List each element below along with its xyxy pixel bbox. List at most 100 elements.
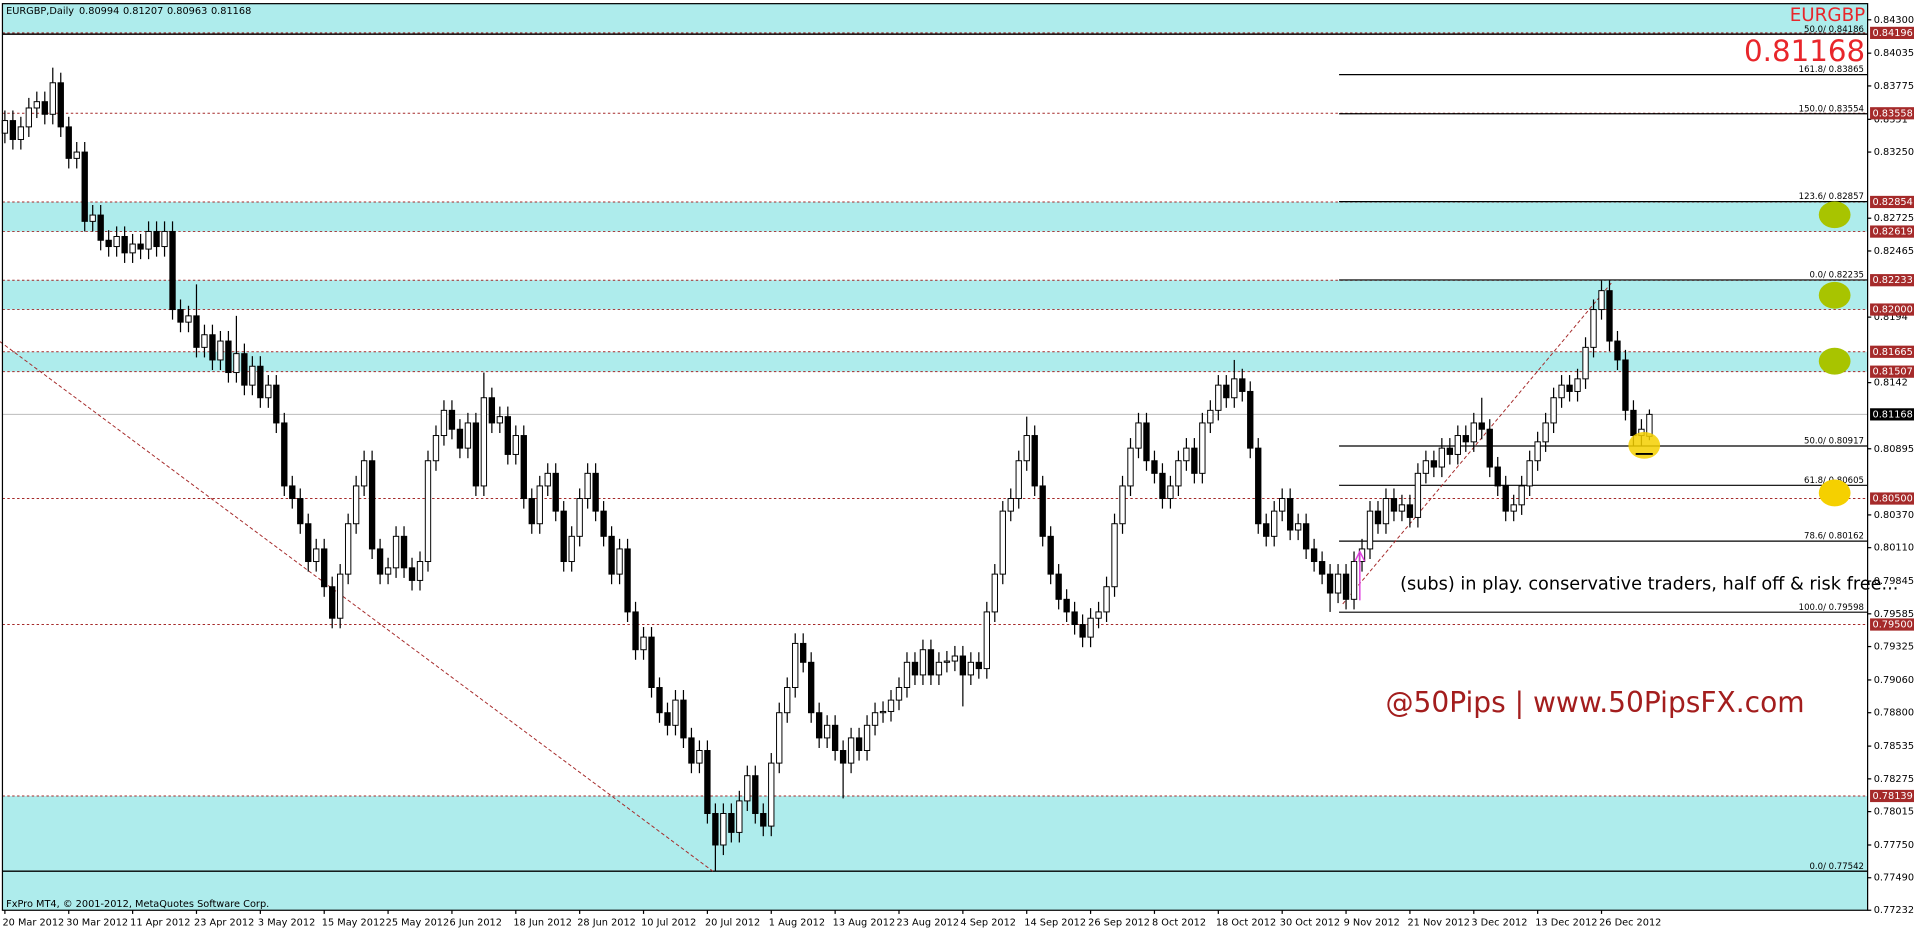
candle-body	[744, 775, 751, 802]
candle-body	[1574, 378, 1581, 392]
markers	[1354, 201, 1851, 601]
trend-line	[0, 341, 714, 872]
candle-body	[217, 340, 224, 361]
candle-body	[337, 573, 344, 619]
candle-body	[249, 365, 256, 386]
candle-body	[448, 409, 456, 430]
candle-body	[384, 567, 392, 575]
candle-body	[512, 435, 519, 455]
candle-body	[1390, 498, 1398, 512]
y-tick-label: 0.80895	[1874, 444, 1914, 455]
candle-body	[1598, 290, 1605, 311]
candle-body	[1590, 309, 1597, 348]
candle-body	[1055, 573, 1062, 600]
candle-body	[544, 472, 551, 487]
candle-body	[1255, 447, 1262, 525]
level-label: 0.79500	[1872, 620, 1912, 631]
level-box	[1870, 492, 1914, 505]
candle-body	[281, 422, 288, 487]
level-label: 0.80500	[1872, 494, 1912, 505]
candle-body	[41, 101, 48, 115]
candle-body	[624, 548, 631, 613]
x-tick-label: 1 Aug 2012	[769, 917, 825, 928]
trend-line	[1342, 282, 1612, 605]
candle-body	[1414, 472, 1422, 518]
x-tick-label: 26 Dec 2012	[1599, 917, 1661, 928]
x-tick-label: 20 Jul 2012	[705, 917, 760, 928]
candle-body	[9, 120, 17, 140]
candle-body	[1039, 485, 1046, 537]
candle-body	[368, 460, 376, 550]
candle-body	[520, 435, 527, 500]
x-tick-label: 13 Dec 2012	[1535, 917, 1597, 928]
candle-body	[1095, 611, 1102, 619]
candle-body	[1279, 498, 1286, 512]
candle-body	[903, 661, 911, 689]
level-box	[1870, 365, 1914, 378]
candle-body	[1614, 340, 1621, 361]
x-tick-label: 18 Oct 2012	[1216, 917, 1276, 928]
candle-body	[1430, 460, 1438, 468]
candle-body	[1119, 485, 1126, 525]
fib-label: 50.0/ 0.84186	[1804, 25, 1864, 35]
current-price: 0.81168	[1744, 34, 1865, 68]
y-tick-label: 0.80110	[1874, 543, 1914, 554]
candle-body	[1518, 485, 1525, 506]
candle-body	[1566, 384, 1573, 392]
candle-body	[209, 334, 216, 361]
y-tick-label: 0.83250	[1874, 147, 1914, 158]
candle-body	[895, 687, 903, 701]
y-tick-label: 0.79325	[1874, 642, 1914, 653]
candle-body	[688, 737, 695, 764]
zone	[2, 351, 1868, 372]
marker	[1818, 479, 1851, 507]
y-tick-label: 0.84300	[1874, 15, 1914, 26]
x-tick-label: 20 Mar 2012	[2, 917, 64, 928]
x-tick-label: 13 Aug 2012	[833, 917, 895, 928]
candle-body	[792, 642, 799, 689]
fib-label: 0.0/ 0.77542	[1810, 862, 1864, 872]
header: EURGBP,Daily 0.80994 0.81207 0.80963 0.81168	[6, 6, 251, 17]
x-tick-label: 28 Jun 2012	[577, 917, 636, 928]
fib-label: 123.6/ 0.82857	[1799, 192, 1864, 202]
zones	[2, 3, 1868, 911]
y-tick-label: 0.78800	[1874, 708, 1914, 719]
level-box	[1870, 195, 1914, 209]
current-price-label: 0.81168	[1872, 409, 1912, 420]
candle-body	[1318, 561, 1326, 575]
candle-body	[1183, 447, 1190, 462]
candle-body	[927, 649, 935, 676]
candle-body	[536, 485, 543, 525]
candle-body	[847, 737, 855, 764]
candle-body	[1111, 523, 1118, 588]
candle-body	[1007, 498, 1014, 512]
header-high: 0.81207	[123, 6, 163, 17]
candle-body	[951, 655, 959, 662]
candle-body	[33, 101, 40, 109]
level-label: 0.82233	[1872, 275, 1912, 286]
fib-label: 161.8/ 0.83865	[1799, 65, 1864, 75]
candle-body	[1550, 397, 1557, 424]
y-tick-label: 0.77232	[1874, 905, 1914, 916]
candle-body	[1486, 428, 1493, 468]
candle-body	[25, 107, 33, 128]
copyright: FxPro MT4, © 2001-2012, MetaQuotes Softw…	[6, 899, 269, 910]
candle-body	[752, 775, 759, 814]
candle-body	[233, 353, 240, 374]
candle-body	[121, 235, 128, 254]
candle-body	[967, 661, 975, 676]
candle-body	[145, 230, 152, 250]
candle-body	[696, 750, 703, 764]
candle-body	[632, 611, 639, 651]
candle-body	[800, 642, 807, 663]
candle-body	[728, 813, 735, 833]
candle-body	[225, 340, 232, 374]
candle-body	[919, 649, 927, 676]
candle-body	[871, 712, 879, 726]
candle-body	[1582, 346, 1589, 380]
candle-body	[129, 243, 136, 254]
candle-body	[472, 422, 480, 487]
candle-body	[584, 472, 591, 500]
candle-body	[935, 661, 943, 676]
candle-body	[1374, 510, 1382, 525]
